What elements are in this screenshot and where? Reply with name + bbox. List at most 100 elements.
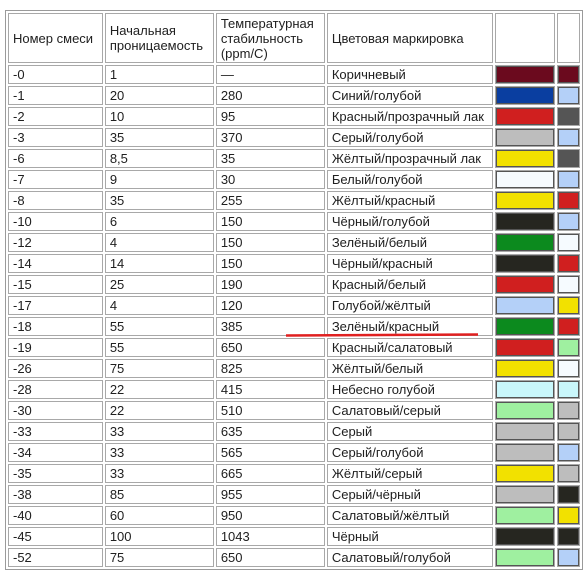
cell-color-marking: Жёлтый/серый (326, 464, 493, 483)
cell-swatch-primary (494, 443, 555, 462)
color-swatch-primary (495, 255, 554, 272)
cell-initial-permeability: 8,5 (104, 149, 214, 168)
color-swatch-primary (495, 213, 554, 230)
cell-initial-permeability: 22 (104, 380, 214, 399)
cell-temperature-stability: 825 (215, 359, 325, 378)
cell-mix-number: -30 (8, 401, 103, 420)
cell-swatch-primary (494, 338, 555, 357)
cell-swatch-secondary (556, 506, 580, 525)
cell-swatch-primary (494, 233, 555, 252)
cell-temperature-stability: — (215, 65, 325, 84)
cell-temperature-stability: 1043 (215, 527, 325, 546)
red-underline-stroke (286, 333, 478, 337)
cell-swatch-primary (494, 170, 555, 189)
table-row: -34 33 565 Серый/голубой (8, 443, 580, 462)
color-swatch-secondary (557, 360, 579, 377)
cell-mix-number: -35 (8, 464, 103, 483)
table-row: -35 33 665 Жёлтый/серый (8, 464, 580, 483)
color-swatch-secondary (557, 234, 579, 251)
cell-color-marking: Зелёный/белый (326, 233, 493, 252)
cell-initial-permeability: 25 (104, 275, 214, 294)
cell-swatch-primary (494, 86, 555, 105)
table-body: -0 1— Коричневый -1 20 280 Синий/голубой -2 10 95… (8, 65, 580, 567)
cell-swatch-secondary (556, 275, 580, 294)
cell-swatch-primary (494, 254, 555, 273)
cell-swatch-secondary (556, 401, 580, 420)
header-row: Номер смеси Начальная проницаемость Темп… (8, 13, 580, 63)
color-swatch-secondary (557, 255, 579, 272)
cell-color-marking: Чёрный (326, 527, 493, 546)
cell-color-marking: Серый (326, 422, 493, 441)
color-swatch-primary (495, 150, 554, 167)
table-row: -8 35 255 Жёлтый/красный (8, 191, 580, 210)
color-swatch-primary (495, 192, 554, 209)
table-row: -28 22 415 Небесно голубой (8, 380, 580, 399)
cell-swatch-primary (494, 65, 555, 84)
cell-mix-number: -6 (8, 149, 103, 168)
table-row: -33 33 635 Серый (8, 422, 580, 441)
cell-swatch-secondary (556, 464, 580, 483)
cell-initial-permeability: 60 (104, 506, 214, 525)
color-swatch-primary (495, 87, 554, 104)
cell-temperature-stability: 565 (215, 443, 325, 462)
color-swatch-secondary (557, 213, 579, 230)
color-swatch-primary (495, 528, 554, 545)
cell-initial-permeability: 35 (104, 191, 214, 210)
color-swatch-primary (495, 444, 554, 461)
cell-mix-number: -7 (8, 170, 103, 189)
cell-initial-permeability: 1 (104, 65, 214, 84)
cell-color-marking: Красный/прозрачный лак (326, 107, 493, 126)
cell-swatch-secondary (556, 128, 580, 147)
color-swatch-primary (495, 507, 554, 524)
cell-mix-number: -8 (8, 191, 103, 210)
cell-temperature-stability: 95 (215, 107, 325, 126)
table-row: -52 75 650 Салатовый/голубой (8, 548, 580, 567)
color-swatch-secondary (557, 297, 579, 314)
color-swatch-secondary (557, 129, 579, 146)
color-swatch-secondary (557, 507, 579, 524)
cell-mix-number: -17 (8, 296, 103, 315)
cell-temperature-stability: 120 (215, 296, 325, 315)
cell-swatch-primary (494, 506, 555, 525)
cell-swatch-primary (494, 296, 555, 315)
cell-temperature-stability: 510 (215, 401, 325, 420)
cell-swatch-secondary (556, 548, 580, 567)
table-row: -17 4 120 Голубой/жёлтый (8, 296, 580, 315)
cell-mix-number: -10 (8, 212, 103, 231)
cell-swatch-primary (494, 212, 555, 231)
cell-temperature-stability: 190 (215, 275, 325, 294)
header-swatch-1 (494, 13, 555, 63)
cell-swatch-secondary (556, 317, 580, 336)
cell-swatch-primary (494, 464, 555, 483)
table-row: -15 25 190 Красный/белый (8, 275, 580, 294)
table-row: -1 20 280 Синий/голубой (8, 86, 580, 105)
color-swatch-primary (495, 381, 554, 398)
cell-swatch-primary (494, 422, 555, 441)
cell-temperature-stability: 35 (215, 149, 325, 168)
header-temperature-stability: Температурная стабильность (ppm/C) (215, 13, 325, 63)
cell-swatch-primary (494, 527, 555, 546)
table-row: -40 60 950 Салатовый/жёлтый (8, 506, 580, 525)
table-row: -3 35 370 Серый/голубой (8, 128, 580, 147)
cell-mix-number: -2 (8, 107, 103, 126)
cell-swatch-secondary (556, 107, 580, 126)
cell-swatch-primary (494, 380, 555, 399)
table-row: -0 1— Коричневый (8, 65, 580, 84)
cell-temperature-stability: 280 (215, 86, 325, 105)
cell-initial-permeability: 100 (104, 527, 214, 546)
cell-swatch-secondary (556, 212, 580, 231)
cell-mix-number: -26 (8, 359, 103, 378)
header-initial-permeability-text: Начальная проницаемость (109, 23, 204, 53)
cell-swatch-primary (494, 401, 555, 420)
cell-color-marking: Жёлтый/прозрачный лак (326, 149, 493, 168)
cell-mix-number: -40 (8, 506, 103, 525)
table-row: -38 85 955 Серый/чёрный (8, 485, 580, 504)
cell-temperature-stability: 955 (215, 485, 325, 504)
color-swatch-primary (495, 465, 554, 482)
table-row: -30 22 510 Салатовый/серый (8, 401, 580, 420)
cell-color-marking: Чёрный/голубой (326, 212, 493, 231)
cell-swatch-secondary (556, 485, 580, 504)
cell-initial-permeability: 10 (104, 107, 214, 126)
color-swatch-primary (495, 276, 554, 293)
cell-temperature-stability: 255 (215, 191, 325, 210)
